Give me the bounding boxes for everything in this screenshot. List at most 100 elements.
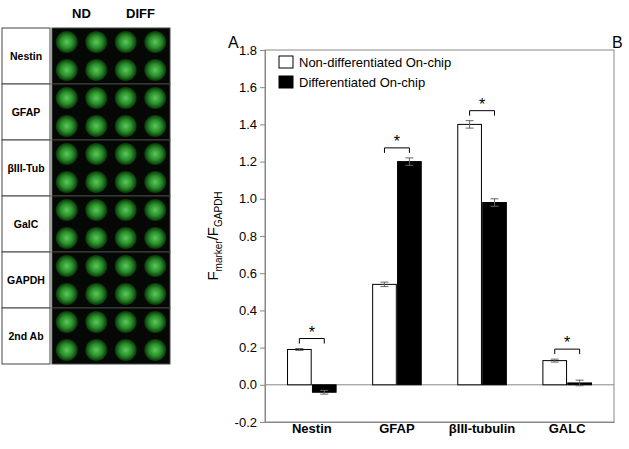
spot [85,31,107,53]
spot [144,171,166,193]
x-tick: GFAP [379,421,415,436]
error-bar [466,121,474,128]
error-bar [320,390,328,394]
spot [144,87,166,109]
spot-row: βIII-Tub [2,140,170,196]
y-tick: 0.4 [239,303,265,318]
row-label: 2nd Ab [8,330,43,342]
error-bar-cap [491,206,499,207]
y-tick-label: 1.2 [239,154,257,169]
spot [144,143,166,165]
row-label-box [2,308,50,364]
error-bar-cap [576,380,584,381]
panel-label: A [228,34,239,51]
x-tick: Nestin [292,421,332,436]
spot [56,339,78,361]
y-tick: 1.2 [239,154,265,169]
bar [288,349,312,384]
error-bar-stem [324,390,325,394]
spot [85,339,107,361]
error-bar-stem [579,380,580,386]
spot-row: Nestin [2,28,170,84]
spot [144,31,166,53]
y-tick-mark [260,87,265,88]
error-bar-cap [295,350,303,351]
spot-row: GalC [2,196,170,252]
spot [56,311,78,333]
spot [85,199,107,221]
error-bar [405,158,413,165]
x-tick: GALC [549,421,586,436]
spot [144,311,166,333]
error-bar-cap [576,385,584,386]
y-tick-mark [260,162,265,163]
error-bar [551,359,559,362]
bar [398,162,422,385]
row-label: Nestin [10,50,42,62]
error-bar-stem [494,199,495,206]
x-tick: βIII-tubulin [449,421,515,436]
significance: * [384,133,409,153]
series [312,158,591,394]
y-tick-mark [260,422,265,423]
panel-a: NDDIFFNestinGFAPβIII-TubGalCGAPDH2nd Ab [2,6,170,364]
spot [56,199,78,221]
spot-row: GAPDH [2,252,170,308]
error-bar-cap [295,348,303,349]
spot [56,87,78,109]
y-tick: 1.0 [239,191,265,206]
y-axis: -0.20.00.20.40.60.81.01.21.41.61.8 [235,43,266,430]
spot-image [52,252,170,308]
y-axis-title: Fmarker/FGAPDH [204,191,224,280]
figure: NDDIFFNestinGFAPβIII-TubGalCGAPDH2nd AbA… [0,0,629,449]
y-axis-title-subscript: marker [213,240,224,272]
error-bar-cap [551,359,559,360]
y-tick: 0.6 [239,266,265,281]
spot [85,227,107,249]
row-label-box [2,28,50,84]
error-bar-cap [466,120,474,121]
y-axis-title-part: /F [204,227,221,240]
y-tick-label: -0.2 [235,415,257,430]
error-bar-cap [380,286,388,287]
y-tick: 0.8 [239,229,265,244]
spot [115,255,137,277]
error-bar [576,380,584,386]
y-tick: 1.6 [239,80,265,95]
spot [85,283,107,305]
y-tick: -0.2 [235,415,265,430]
row-label: GAPDH [7,274,45,286]
significance-label: * [394,133,400,150]
y-tick-label: 0.2 [239,340,257,355]
y-axis-line [260,51,266,423]
spot-image [52,308,170,364]
spot [115,59,137,81]
significance-label: * [564,334,570,351]
error-bar [380,282,388,286]
legend: Non-differentiated On-chipDifferentiated… [279,55,451,90]
x-tick-label: GALC [549,421,586,436]
spot [56,283,78,305]
spot-image [52,140,170,196]
plot-frame [265,50,614,422]
spot [115,31,137,53]
spot-image [52,28,170,84]
row-label-box [2,140,50,196]
spot [144,59,166,81]
x-tick-label: Nestin [292,421,332,436]
y-tick: 1.4 [239,117,265,132]
plot-area [288,121,592,394]
spot-image [52,84,170,140]
column-header: DIFF [126,6,155,21]
error-bar-cap [466,128,474,129]
y-tick-mark [260,124,265,125]
row-label-box [2,252,50,308]
error-bar-stem [469,121,470,128]
error-bar [491,199,499,206]
error-bar-cap [551,362,559,363]
spot [85,255,107,277]
error-bar [295,349,303,351]
spot [115,87,137,109]
spot [115,339,137,361]
spot [56,227,78,249]
